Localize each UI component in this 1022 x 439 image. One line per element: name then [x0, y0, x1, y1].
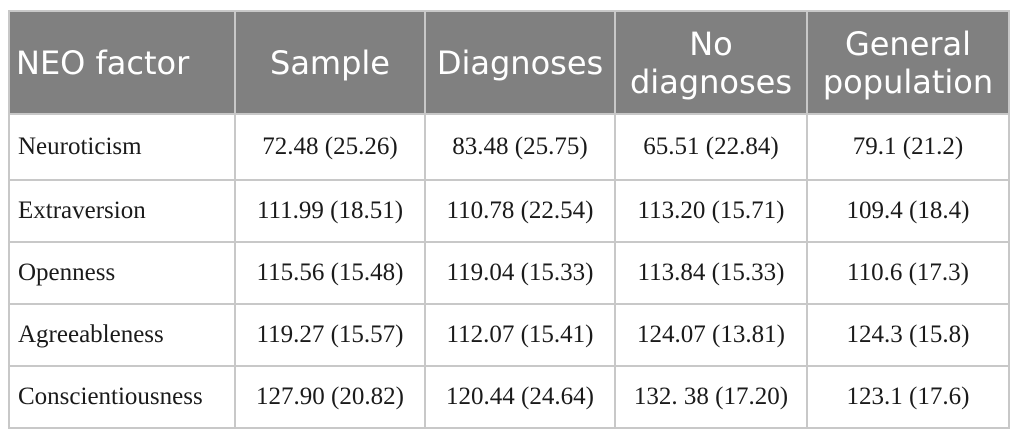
- cell-no-diagnoses: 124.07 (13.81): [614, 303, 808, 367]
- row-label: Agreeableness: [8, 303, 236, 367]
- cell-diagnoses: 110.78 (22.54): [424, 179, 616, 243]
- cell-diagnoses: 83.48 (25.75): [424, 113, 616, 181]
- cell-general-population: 109.4 (18.4): [806, 179, 1010, 243]
- cell-diagnoses: 119.04 (15.33): [424, 241, 616, 305]
- cell-sample: 115.56 (15.48): [234, 241, 426, 305]
- table-row: Extraversion 111.99 (18.51) 110.78 (22.5…: [8, 179, 1010, 243]
- cell-no-diagnoses: 65.51 (22.84): [614, 113, 808, 181]
- cell-general-population: 124.3 (15.8): [806, 303, 1010, 367]
- cell-sample: 119.27 (15.57): [234, 303, 426, 367]
- header-diagnoses: Diagnoses: [424, 10, 616, 115]
- row-label: Conscientiousness: [8, 365, 236, 429]
- header-general-population: General population: [806, 10, 1010, 115]
- cell-diagnoses: 112.07 (15.41): [424, 303, 616, 367]
- header-sample: Sample: [234, 10, 426, 115]
- neo-factor-table: NEO factor Sample Diagnoses No diagnoses…: [8, 10, 1010, 429]
- table-row: Conscientiousness 127.90 (20.82) 120.44 …: [8, 365, 1010, 429]
- table-header-row: NEO factor Sample Diagnoses No diagnoses…: [8, 10, 1010, 115]
- cell-sample: 72.48 (25.26): [234, 113, 426, 181]
- cell-sample: 111.99 (18.51): [234, 179, 426, 243]
- cell-general-population: 79.1 (21.2): [806, 113, 1010, 181]
- header-neo-factor: NEO factor: [8, 10, 236, 115]
- table-row: Openness 115.56 (15.48) 119.04 (15.33) 1…: [8, 241, 1010, 305]
- cell-no-diagnoses: 113.84 (15.33): [614, 241, 808, 305]
- row-label: Openness: [8, 241, 236, 305]
- cell-general-population: 123.1 (17.6): [806, 365, 1010, 429]
- table-row: Agreeableness 119.27 (15.57) 112.07 (15.…: [8, 303, 1010, 367]
- header-no-diagnoses: No diagnoses: [614, 10, 808, 115]
- table-row: Neuroticism 72.48 (25.26) 83.48 (25.75) …: [8, 113, 1010, 181]
- row-label: Neuroticism: [8, 113, 236, 181]
- cell-diagnoses: 120.44 (24.64): [424, 365, 616, 429]
- cell-no-diagnoses: 132. 38 (17.20): [614, 365, 808, 429]
- cell-general-population: 110.6 (17.3): [806, 241, 1010, 305]
- cell-no-diagnoses: 113.20 (15.71): [614, 179, 808, 243]
- cell-sample: 127.90 (20.82): [234, 365, 426, 429]
- row-label: Extraversion: [8, 179, 236, 243]
